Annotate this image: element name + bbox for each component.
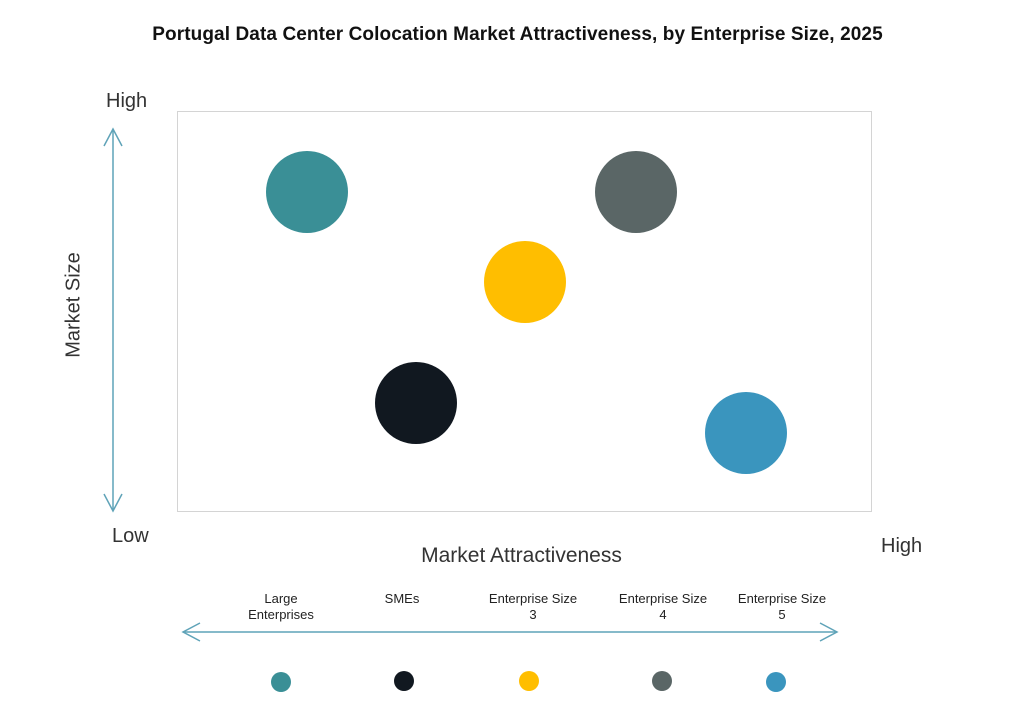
bubble-enterprise-size-4: [595, 151, 677, 233]
legend-dot-enterprise-size-5: [766, 672, 786, 692]
y-axis-low-label: Low: [112, 525, 149, 547]
legend-dot-enterprise-size-4: [652, 671, 672, 691]
legend-label-enterprise-size-4: Enterprise Size 4: [618, 591, 708, 622]
chart-title: Portugal Data Center Colocation Market A…: [152, 24, 883, 45]
legend-label-enterprise-size-3: Enterprise Size 3: [488, 591, 578, 622]
legend-dot-smes: [394, 671, 414, 691]
plot-area: [177, 111, 872, 512]
bubble-large-enterprises: [266, 151, 348, 233]
legend-label-enterprise-size-5: Enterprise Size 5: [737, 591, 827, 622]
bubble-enterprise-size-3: [484, 241, 566, 323]
legend-dot-enterprise-size-3: [519, 671, 539, 691]
legend-label-large-enterprises: Large Enterprises: [248, 591, 314, 622]
x-axis-label: Market Attractiveness: [421, 544, 622, 567]
legend-label-smes: SMEs: [384, 591, 420, 606]
legend-dot-large-enterprises: [271, 672, 291, 692]
bubble-smes: [375, 362, 457, 444]
x-axis-high-label: High: [881, 535, 923, 557]
bubble-enterprise-size-5: [705, 392, 787, 474]
y-axis-high-label: High: [106, 90, 148, 112]
